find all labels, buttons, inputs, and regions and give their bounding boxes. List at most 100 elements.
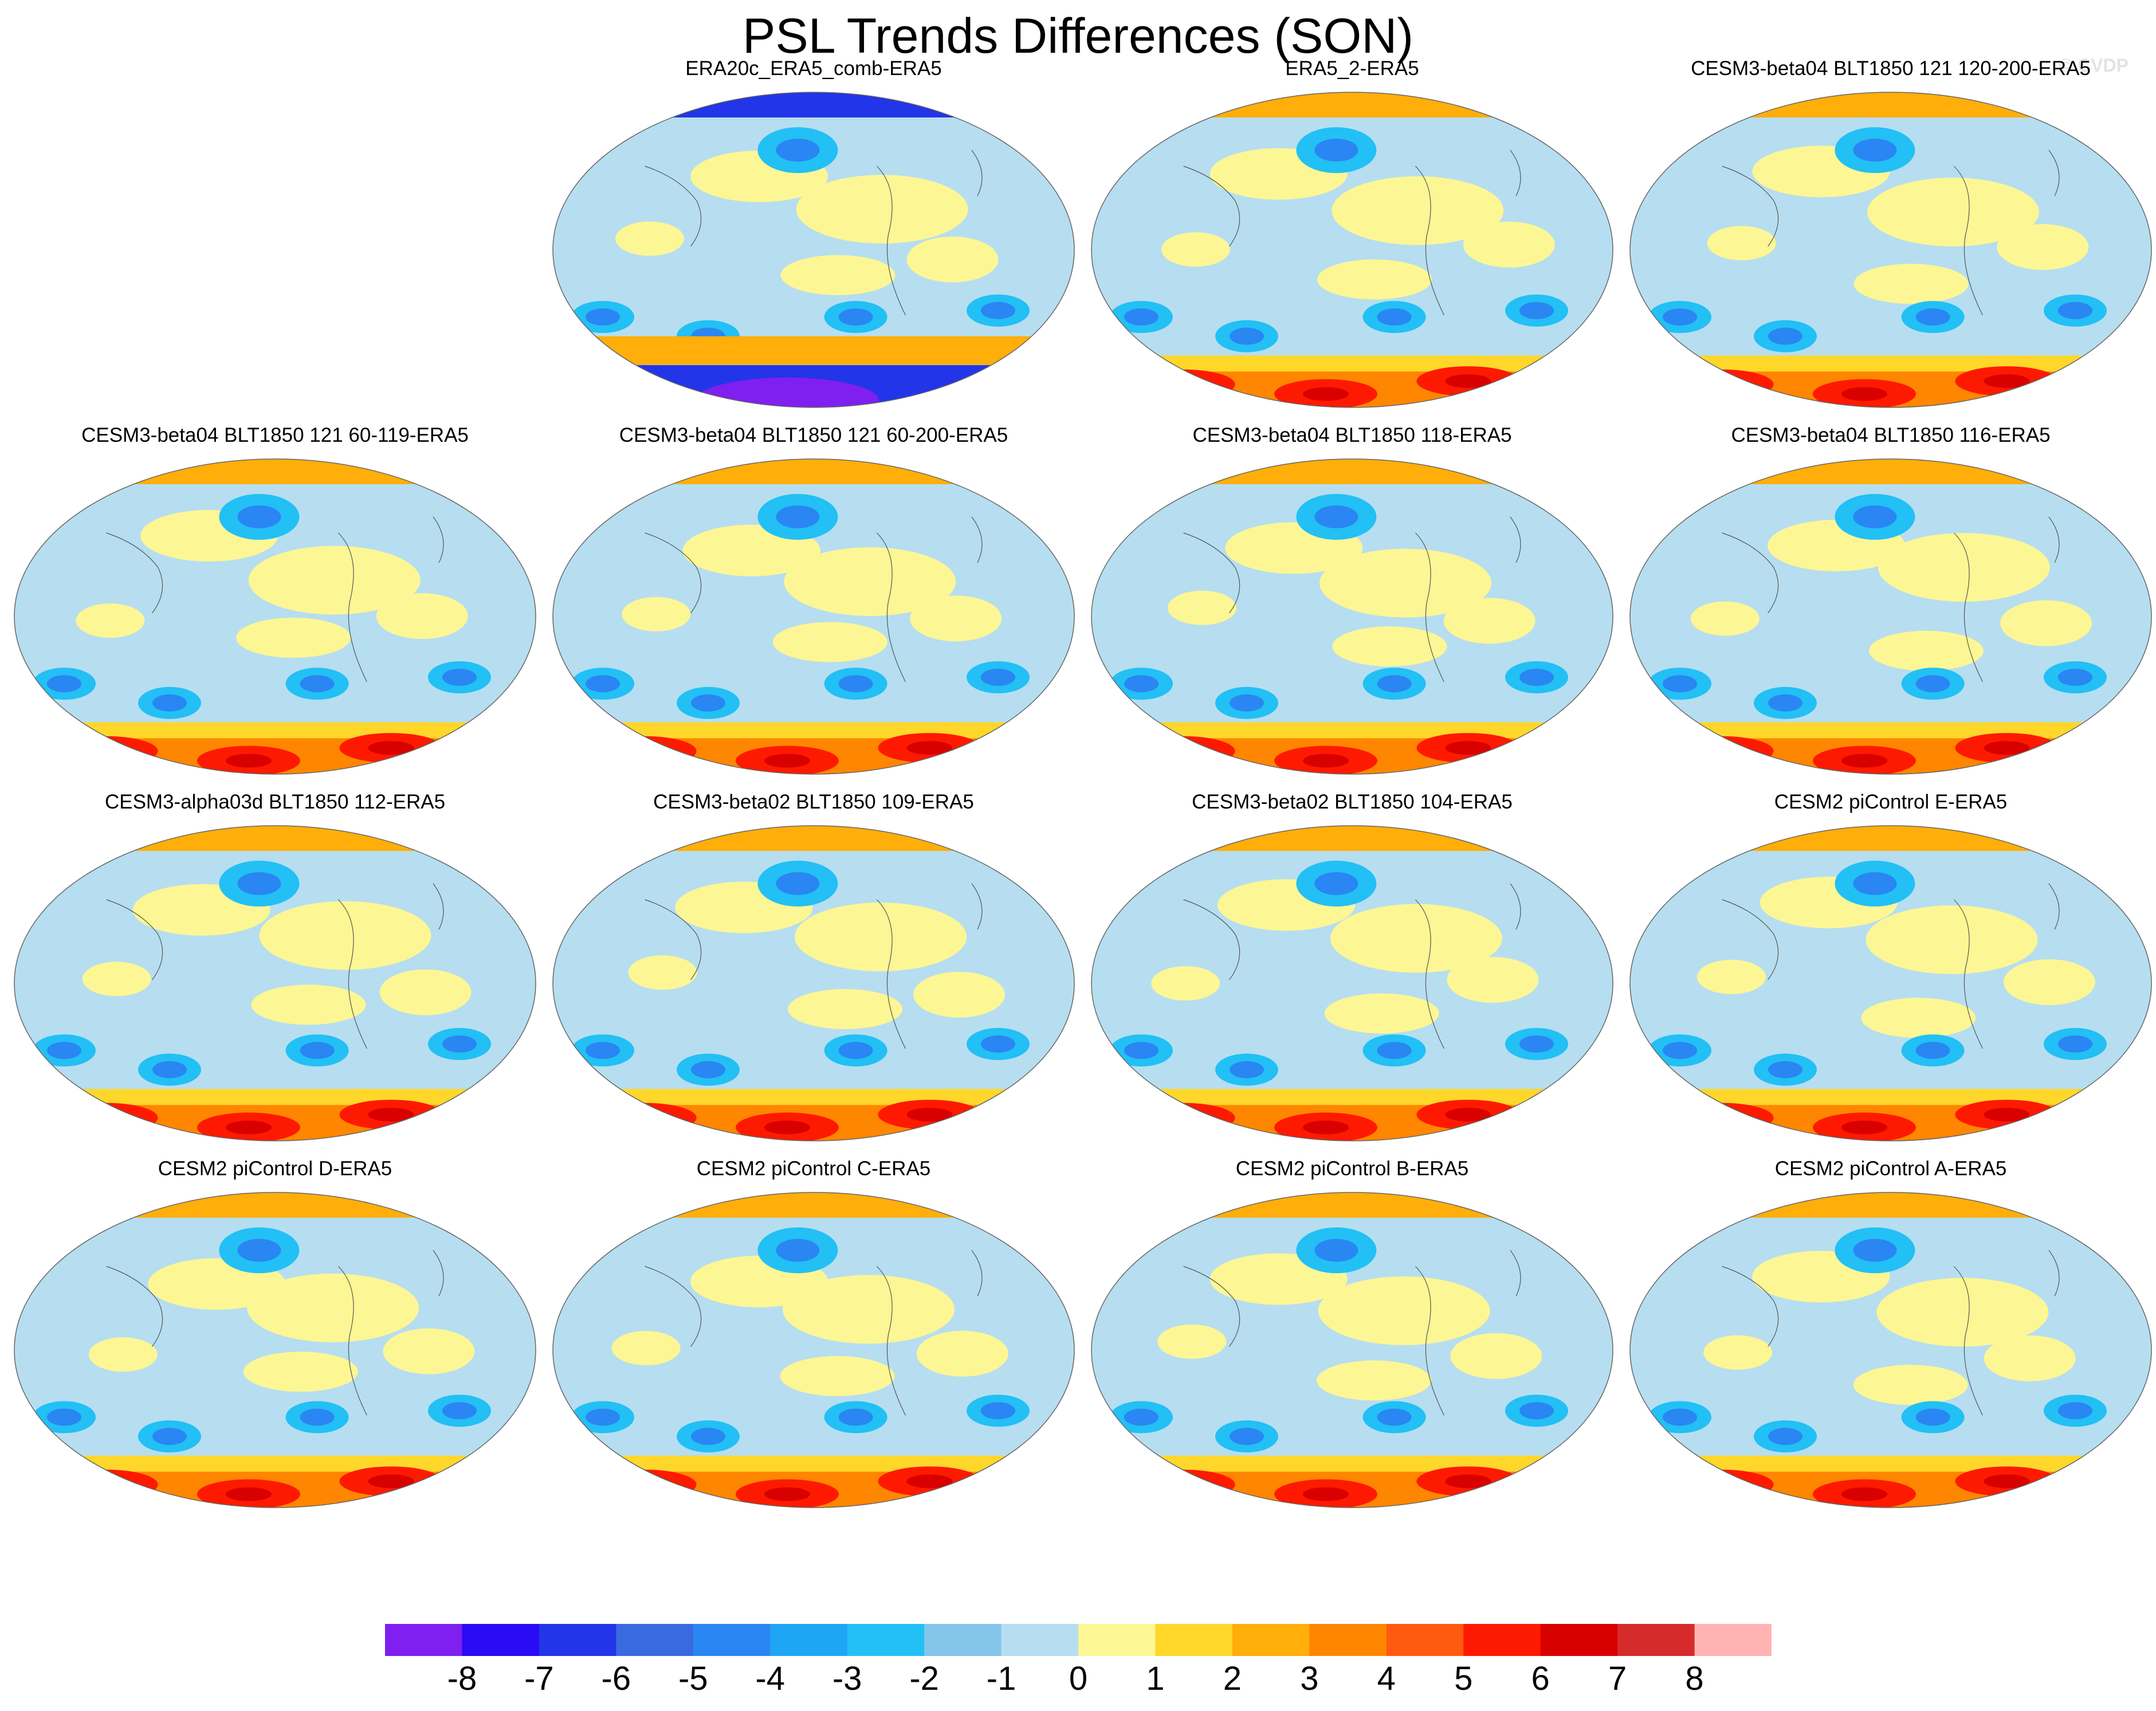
positive-anomaly-patch bbox=[780, 255, 896, 296]
colorbar-tick-label: -2 bbox=[909, 1660, 939, 1697]
positive-anomaly-patch bbox=[76, 603, 145, 638]
southern-positive-peak bbox=[1699, 1110, 1745, 1125]
southern-positive-peak bbox=[1841, 1120, 1887, 1135]
southern-positive-peak bbox=[83, 1110, 129, 1125]
colorbar-swatch bbox=[1540, 1624, 1618, 1656]
negative-anomaly-core bbox=[1768, 694, 1802, 712]
map-svg bbox=[1629, 825, 2152, 1141]
map-border bbox=[14, 1192, 536, 1508]
colorbar-tick-label: 6 bbox=[1531, 1660, 1550, 1697]
negative-anomaly-core bbox=[586, 675, 620, 693]
colorbar-swatch bbox=[1001, 1624, 1079, 1656]
positive-anomaly-patch bbox=[2000, 600, 2092, 646]
negative-anomaly-core bbox=[1377, 675, 1412, 693]
map-panel: CESM3-beta04 BLT1850 121 120-200-ERA5 bbox=[1627, 57, 2154, 424]
negative-anomaly-core bbox=[586, 1042, 620, 1059]
negative-anomaly-core bbox=[1768, 1061, 1802, 1078]
negative-anomaly-core bbox=[1663, 1042, 1697, 1059]
colorbar-swatch bbox=[1232, 1624, 1310, 1656]
negative-anomaly-core bbox=[981, 1402, 1015, 1419]
colorbar-tick-label: 1 bbox=[1146, 1660, 1165, 1697]
north-pacific-low-core bbox=[1314, 872, 1358, 895]
north-pacific-low-core bbox=[237, 505, 281, 528]
panel-title: CESM2 piControl C-ERA5 bbox=[696, 1157, 931, 1180]
coastline-outline bbox=[1722, 883, 2060, 1049]
map-panel: CESM3-alpha03d BLT1850 112-ERA5 bbox=[11, 791, 539, 1157]
colorbar-tick-label: 2 bbox=[1223, 1660, 1242, 1697]
southern-positive-core bbox=[1132, 736, 1235, 766]
southern-positive-peak bbox=[622, 1477, 668, 1492]
coastline-outline bbox=[1722, 1250, 2060, 1416]
southern-positive-peak bbox=[226, 1487, 272, 1501]
north-pacific-low-core bbox=[1314, 1239, 1358, 1262]
panel-title: CESM2 piControl D-ERA5 bbox=[158, 1157, 392, 1180]
colorbar-tick-label: -4 bbox=[755, 1660, 785, 1697]
negative-anomaly-core bbox=[691, 1427, 725, 1445]
positive-anomaly-patch bbox=[611, 1331, 681, 1365]
negative-anomaly-core bbox=[1519, 1402, 1554, 1419]
arctic-band bbox=[1091, 459, 1613, 484]
southern-positive-peak bbox=[1841, 387, 1887, 401]
map-svg bbox=[1629, 92, 2152, 408]
negative-anomaly-core bbox=[1768, 327, 1802, 345]
southern-positive-band bbox=[553, 336, 1074, 365]
southern-positive-peak bbox=[83, 1477, 129, 1492]
positive-anomaly-patch bbox=[88, 1337, 158, 1372]
southern-positive-core bbox=[1132, 1102, 1235, 1133]
negative-anomaly-core bbox=[1124, 1408, 1158, 1426]
panel-title: CESM2 piControl B-ERA5 bbox=[1235, 1157, 1469, 1180]
positive-anomaly-patch bbox=[1318, 1276, 1490, 1345]
map-panel: CESM3-beta02 BLT1850 109-ERA5 bbox=[550, 791, 1077, 1157]
coastline-outline bbox=[1183, 516, 1521, 682]
map-panel: ERA20c_ERA5_comb-ERA5 bbox=[550, 57, 1077, 424]
positive-anomaly-patch bbox=[1997, 224, 2089, 270]
positive-anomaly-patch bbox=[782, 1275, 955, 1344]
panel-title: CESM3-beta04 BLT1850 118-ERA5 bbox=[1192, 424, 1512, 446]
southern-positive-peak bbox=[83, 744, 129, 758]
southern-positive-core bbox=[54, 1469, 158, 1500]
panel-title: ERA20c_ERA5_comb-ERA5 bbox=[685, 57, 942, 80]
map-panel: CESM2 piControl A-ERA5 bbox=[1627, 1157, 2154, 1524]
map-svg bbox=[1629, 1192, 2152, 1508]
negative-anomaly-core bbox=[1377, 1042, 1412, 1059]
colorbar-swatch bbox=[924, 1624, 1002, 1656]
positive-anomaly-patch bbox=[379, 969, 472, 1015]
negative-anomaly-core bbox=[1124, 675, 1158, 693]
southern-positive-peak bbox=[906, 1474, 953, 1489]
positive-anomaly-patch bbox=[243, 1351, 358, 1392]
panel-title: CESM3-beta04 BLT1850 121 60-119-ERA5 bbox=[81, 424, 469, 446]
colorbar-swatch bbox=[462, 1624, 540, 1656]
colorbar-swatch bbox=[1694, 1624, 1772, 1656]
north-pacific-low-core bbox=[1314, 139, 1358, 162]
positive-anomaly-patch bbox=[916, 1331, 1008, 1377]
colorbar-tick-label: 8 bbox=[1685, 1660, 1704, 1697]
north-pacific-low-core bbox=[1853, 139, 1897, 162]
negative-anomaly-core bbox=[1663, 1408, 1697, 1426]
positive-anomaly-patch bbox=[82, 962, 151, 996]
map-panel: ERA5_2-ERA5 bbox=[1089, 57, 1616, 424]
map-svg bbox=[552, 1192, 1075, 1508]
panel-title: CESM2 piControl A-ERA5 bbox=[1774, 1157, 2007, 1180]
southern-positive-peak bbox=[1984, 374, 2030, 388]
southern-positive-peak bbox=[1160, 1477, 1207, 1492]
positive-anomaly-patch bbox=[1168, 590, 1237, 625]
map-svg bbox=[1091, 92, 1613, 408]
southern-positive-core bbox=[1670, 369, 1774, 399]
southern-positive-peak bbox=[622, 744, 668, 758]
negative-anomaly-core bbox=[2058, 1035, 2092, 1053]
north-pacific-low-core bbox=[237, 872, 281, 895]
positive-anomaly-patch bbox=[248, 546, 421, 615]
negative-anomaly-core bbox=[1230, 694, 1264, 712]
map-border bbox=[552, 1192, 1075, 1508]
negative-anomaly-core bbox=[152, 694, 187, 712]
negative-anomaly-core bbox=[47, 1408, 81, 1426]
coastline-outline bbox=[106, 516, 444, 682]
southern-positive-peak bbox=[1841, 754, 1887, 768]
southern-positive-peak bbox=[1303, 1120, 1349, 1135]
map-panel: CESM3-beta04 BLT1850 121 60-119-ERA5 bbox=[11, 424, 539, 791]
negative-anomaly-core bbox=[2058, 669, 2092, 686]
map-border bbox=[1091, 1192, 1613, 1508]
positive-anomaly-patch bbox=[1324, 993, 1439, 1034]
map-panel: CESM2 piControl B-ERA5 bbox=[1089, 1157, 1616, 1524]
colorbar-tick-label: -6 bbox=[601, 1660, 631, 1697]
